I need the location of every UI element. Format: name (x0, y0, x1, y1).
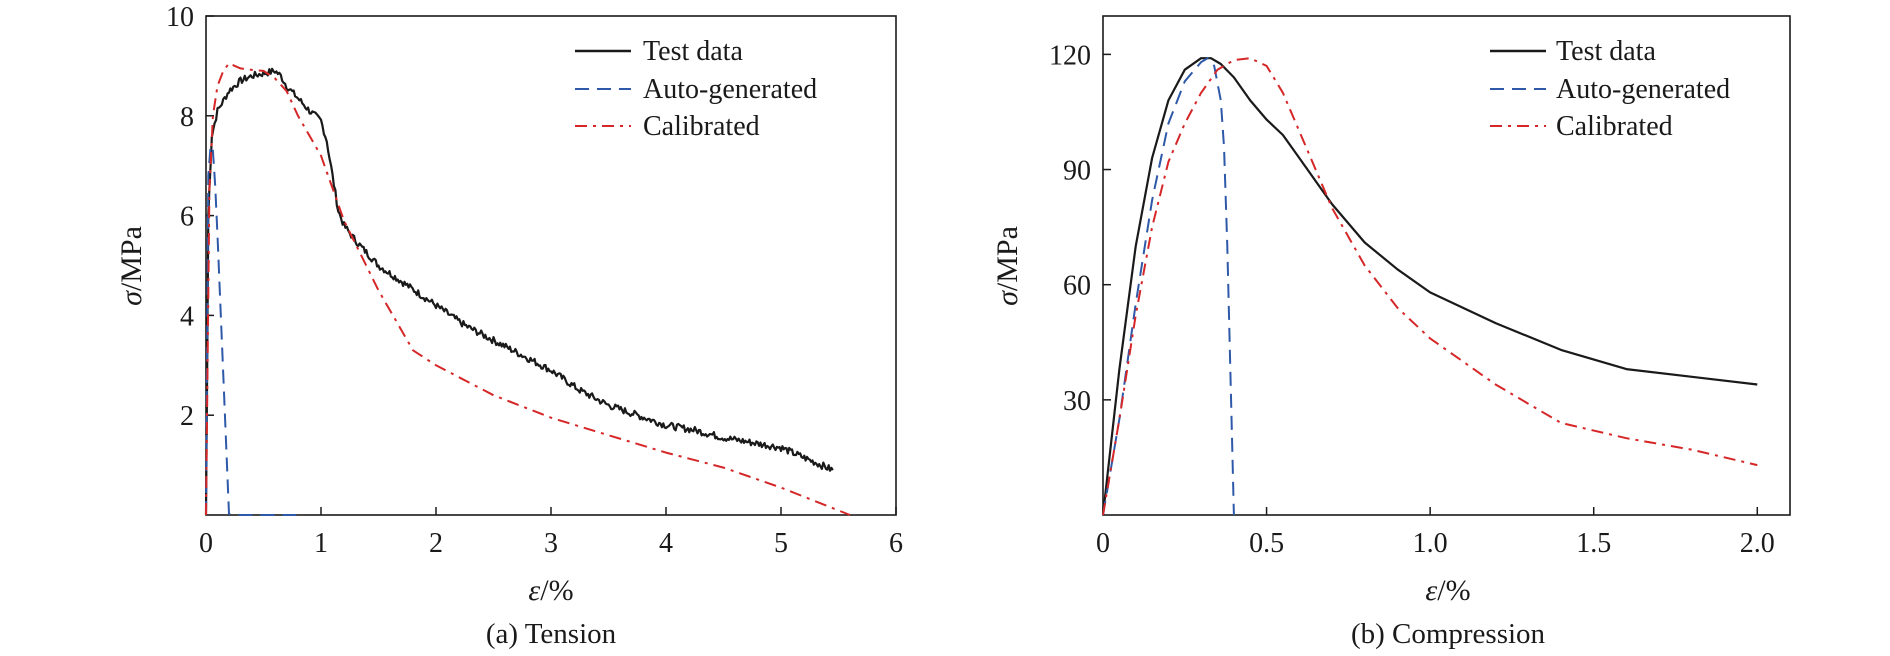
y-axis-title-tension: σ/MPa (115, 226, 148, 306)
x-tick-label: 1.5 (1576, 528, 1611, 559)
series-line-calibrated (1102, 57, 1758, 516)
y-tick-label: 10 (166, 2, 194, 33)
legend-label-calibrated: Calibrated (643, 111, 760, 142)
x-ticks-tension: 0 1 2 3 4 5 6 (199, 507, 903, 559)
series-tension (204, 62, 851, 516)
caption-compression: (b) Compression (1351, 618, 1546, 650)
legend-label-auto-generated: Auto-generated (643, 74, 817, 105)
x-tick-label: 0.5 (1249, 528, 1284, 559)
caption-tension: (a) Tension (486, 618, 617, 650)
series-line-calibrated (205, 62, 851, 516)
series-line-test-data (204, 67, 834, 516)
x-tick-label: 2 (429, 528, 443, 559)
chart-compression: 0 0.5 1.0 1.5 2.0 30 60 90 120 σ/MPa ε/% (b) Co… (991, 15, 1791, 650)
y-ticks-compression: 30 60 90 120 (1049, 40, 1111, 417)
series-line-auto-generated (205, 144, 298, 516)
series-line-test-data (1101, 57, 1758, 516)
x-tick-label: 1 (314, 528, 328, 559)
plot-frame-compression (1102, 15, 1791, 516)
legend-label-test-data: Test data (1556, 36, 1656, 67)
legend-label-calibrated: Calibrated (1556, 111, 1673, 142)
y-tick-label: 8 (180, 102, 194, 133)
y-tick-label: 4 (180, 301, 194, 332)
y-tick-label: 2 (180, 401, 194, 432)
y-tick-label: 90 (1063, 156, 1091, 187)
legend-label-test-data: Test data (643, 36, 743, 67)
series-line-auto-generated (1102, 57, 1235, 516)
x-tick-label: 4 (659, 528, 673, 559)
y-axis-title-compression: σ/MPa (991, 226, 1024, 306)
x-tick-label: 1.0 (1413, 528, 1448, 559)
x-axis-title-tension: ε/% (528, 574, 573, 607)
y-tick-label: 120 (1049, 40, 1091, 71)
x-tick-label: 3 (544, 528, 558, 559)
x-tick-label: 0 (199, 528, 213, 559)
x-tick-label: 2.0 (1740, 528, 1775, 559)
x-ticks-compression: 0 0.5 1.0 1.5 2.0 (1096, 507, 1775, 559)
y-tick-label: 30 (1063, 386, 1091, 417)
x-axis-title-compression: ε/% (1425, 574, 1470, 607)
legend-compression: Test data Auto-generated Calibrated (1490, 36, 1730, 142)
x-tick-label: 0 (1096, 528, 1110, 559)
x-tick-label: 6 (889, 528, 903, 559)
legend-tension: Test data Auto-generated Calibrated (575, 36, 817, 142)
chart-tension: 0 1 2 3 4 5 6 2 4 6 8 10 σ/MPa ε/% (a) Tension Tes… (115, 2, 903, 650)
legend-label-auto-generated: Auto-generated (1556, 74, 1730, 105)
y-tick-label: 6 (180, 202, 194, 233)
series-compression (1101, 57, 1758, 516)
x-tick-label: 5 (774, 528, 788, 559)
y-tick-label: 60 (1063, 271, 1091, 302)
